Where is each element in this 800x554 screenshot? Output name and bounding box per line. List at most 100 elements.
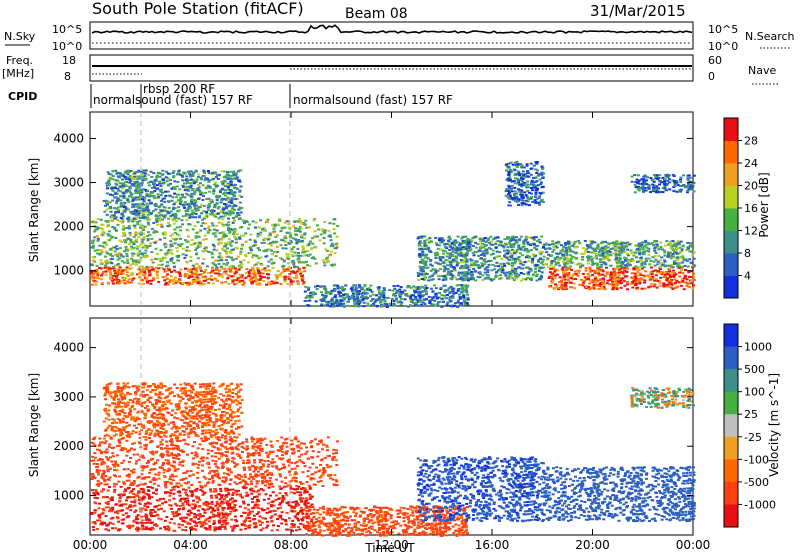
power-echo-cell bbox=[230, 181, 233, 184]
power-echo-cell bbox=[688, 180, 692, 183]
power-echo-cell bbox=[481, 279, 485, 282]
power-echo-cell bbox=[385, 303, 389, 306]
power-echo-cell bbox=[169, 215, 173, 218]
power-echo-cell bbox=[416, 275, 420, 277]
power-echo-cell bbox=[462, 295, 466, 297]
power-echo-cell bbox=[545, 242, 548, 245]
power-echo-cell bbox=[116, 254, 120, 257]
power-echo-cell bbox=[588, 266, 592, 269]
power-echo-cell bbox=[626, 248, 630, 251]
power-echo-cell bbox=[116, 255, 120, 258]
power-echo-cell bbox=[141, 171, 145, 174]
power-echo-cell bbox=[520, 279, 523, 282]
power-echo-cell bbox=[398, 295, 402, 298]
power-echo-cell bbox=[376, 298, 380, 301]
power-echo-cell bbox=[170, 259, 174, 262]
power-echo-cell bbox=[522, 245, 526, 248]
power-echo-cell bbox=[335, 304, 339, 307]
power-echo-cell bbox=[691, 254, 695, 257]
power-echo-cell bbox=[623, 250, 627, 253]
power-echo-cell bbox=[297, 281, 300, 284]
power-echo-cell bbox=[623, 242, 627, 245]
power-echo-cell bbox=[370, 304, 374, 306]
power-echo-cell bbox=[588, 240, 592, 243]
power-echo-cell bbox=[138, 250, 142, 253]
power-echo-cell bbox=[141, 205, 145, 208]
power-echo-cell bbox=[513, 272, 517, 275]
power-echo-cell bbox=[227, 274, 231, 277]
power-echo-cell bbox=[153, 257, 157, 260]
power-echo-cell bbox=[183, 274, 187, 277]
power-echo-cell bbox=[360, 288, 364, 291]
power-echo-cell bbox=[184, 179, 188, 181]
power-echo-cell bbox=[666, 272, 670, 275]
power-echo-cell bbox=[673, 282, 677, 285]
power-echo-cell bbox=[485, 249, 489, 252]
power-echo-cell bbox=[668, 188, 672, 191]
power-echo-cell bbox=[415, 302, 419, 305]
power-echo-cell bbox=[123, 201, 127, 204]
power-echo-cell bbox=[203, 282, 207, 285]
power-echo-cell bbox=[509, 274, 513, 277]
power-echo-cell bbox=[590, 260, 594, 263]
power-echo-cell bbox=[217, 263, 221, 265]
power-echo-cell bbox=[637, 279, 641, 282]
power-echo-cell bbox=[643, 275, 647, 278]
power-echo-cell bbox=[421, 253, 425, 256]
power-echo-cell bbox=[521, 254, 525, 257]
cpid-segment-3: normalsound (fast) 157 RF bbox=[293, 93, 453, 107]
power-echo-cell bbox=[136, 212, 140, 215]
power-echo-cell bbox=[176, 259, 180, 262]
power-echo-cell bbox=[635, 267, 639, 270]
power-echo-cell bbox=[601, 254, 605, 257]
power-echo-cell bbox=[339, 291, 343, 294]
power-echo-cell bbox=[115, 201, 119, 204]
power-echo-cell bbox=[565, 272, 569, 275]
power-echo-cell bbox=[300, 275, 304, 278]
power-echo-cell bbox=[187, 202, 191, 205]
power-echo-cell bbox=[563, 282, 567, 285]
power-echo-cell bbox=[329, 235, 333, 238]
power-echo-cell bbox=[193, 204, 196, 207]
power-echo-cell bbox=[637, 266, 641, 269]
power-echo-cell bbox=[183, 196, 187, 199]
power-echo-cell bbox=[515, 192, 519, 195]
power-echo-cell bbox=[464, 246, 468, 248]
power-echo-cell bbox=[178, 275, 182, 278]
power-echo-cell bbox=[617, 245, 621, 248]
power-echo-cell bbox=[439, 256, 443, 259]
power-echo-cell bbox=[361, 297, 365, 300]
power-echo-cell bbox=[249, 233, 253, 236]
power-echo-cell bbox=[214, 215, 218, 218]
power-echo-cell bbox=[507, 193, 511, 196]
power-echo-cell bbox=[231, 221, 235, 224]
power-echo-cell bbox=[131, 263, 135, 265]
power-echo-cell bbox=[152, 278, 156, 281]
power-echo-cell bbox=[573, 246, 577, 249]
power-echo-cell bbox=[173, 180, 177, 183]
power-echo-cell bbox=[633, 267, 637, 270]
power-echo-cell bbox=[591, 279, 595, 282]
power-echo-cell bbox=[283, 226, 287, 229]
power-echo-cell bbox=[295, 270, 299, 273]
power-echo-cell bbox=[145, 202, 149, 205]
power-echo-cell bbox=[155, 217, 158, 220]
power-echo-cell bbox=[230, 256, 233, 259]
power-echo-cell bbox=[424, 256, 428, 259]
power-echo-cell bbox=[305, 299, 309, 302]
power-echo-cell bbox=[127, 225, 131, 227]
power-echo-cell bbox=[297, 267, 301, 270]
power-echo-cell bbox=[342, 297, 346, 299]
power-echo-cell bbox=[238, 194, 242, 197]
power-echo-cell bbox=[161, 191, 165, 194]
power-echo-cell bbox=[327, 229, 331, 232]
power-echo-cell bbox=[113, 192, 117, 195]
power-echo-cell bbox=[248, 238, 252, 241]
power-echo-cell bbox=[193, 190, 197, 193]
power-echo-cell bbox=[222, 248, 226, 251]
power-echo-cell bbox=[531, 257, 535, 260]
power-echo-cell bbox=[589, 255, 593, 258]
power-echo-cell bbox=[159, 194, 163, 197]
power-echo-cell bbox=[105, 192, 109, 195]
power-echo-cell bbox=[571, 261, 575, 264]
